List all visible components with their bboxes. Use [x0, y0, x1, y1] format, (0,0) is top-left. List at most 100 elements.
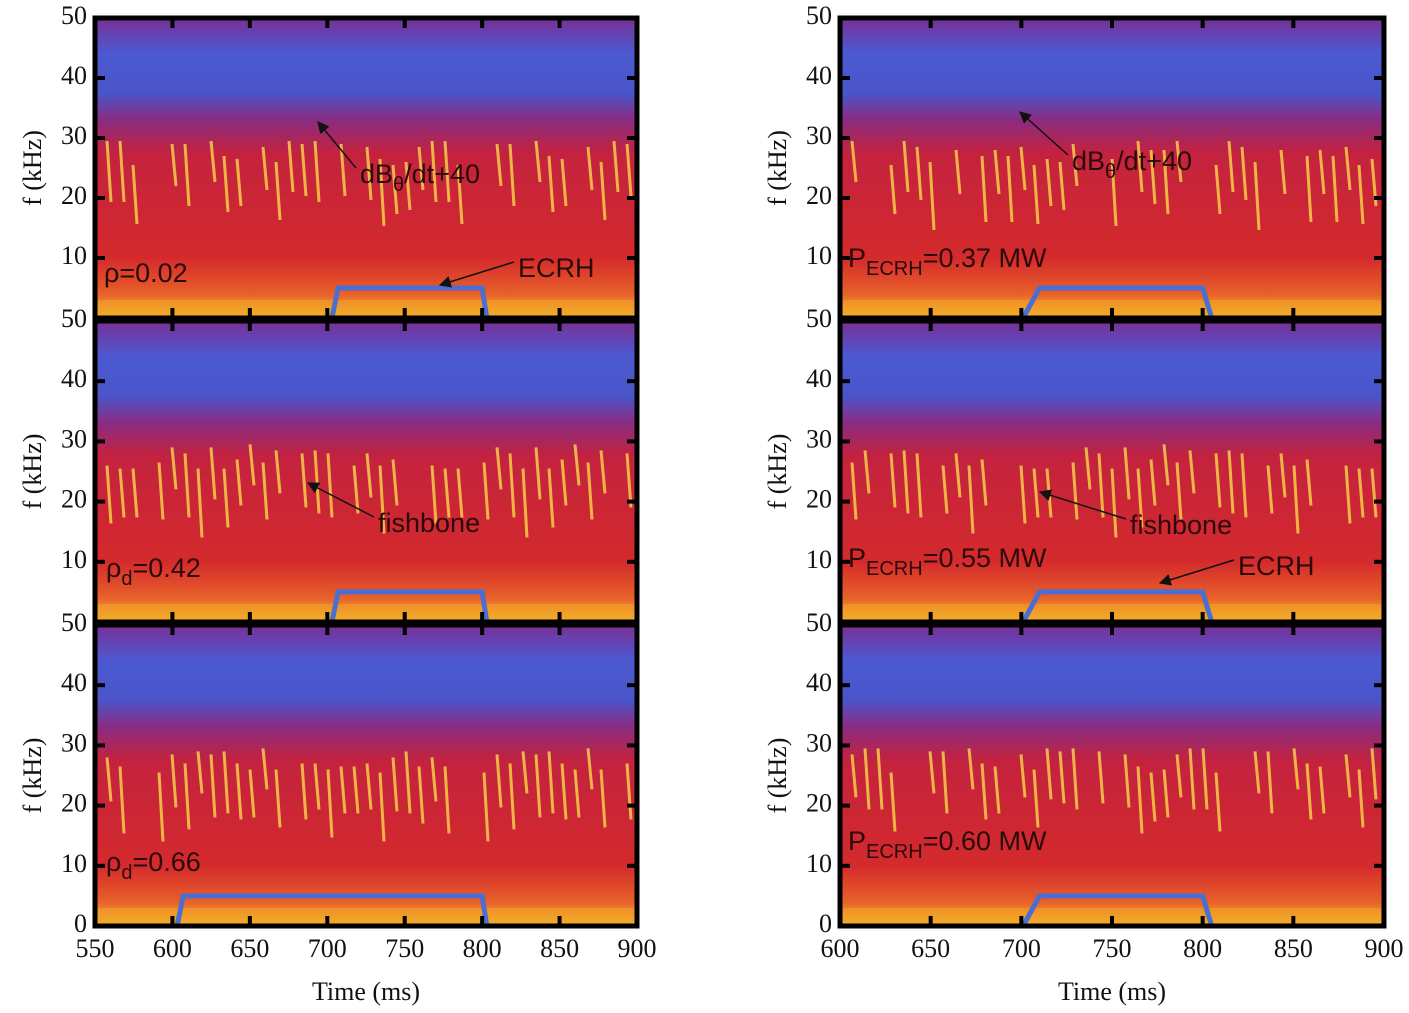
- fishbone-streak: [196, 751, 204, 794]
- fishbone-streak: [391, 459, 399, 506]
- annotation-text: /dt+40: [404, 159, 480, 189]
- annotation-text: =0.55 MW: [923, 543, 1047, 573]
- y-tick-label: 10: [61, 849, 87, 878]
- fishbone-streak: [456, 164, 464, 225]
- fishbone-streak: [118, 468, 126, 518]
- fishbone-streak: [1227, 140, 1235, 193]
- fishbone-streak: [183, 763, 191, 830]
- fishbone-streak: [430, 757, 438, 802]
- y-tick-label: 40: [806, 668, 832, 697]
- fishbone-streak: [1214, 772, 1222, 832]
- annotation-text: ρ=0.02: [104, 258, 188, 288]
- fishbone-streak: [209, 754, 217, 818]
- fishbone-streak: [365, 453, 373, 498]
- annotation-text: =0.66: [132, 847, 200, 877]
- fishbone-streak: [1279, 453, 1287, 498]
- y-tick-label: 40: [61, 668, 87, 697]
- fishbone-streak: [625, 143, 633, 197]
- fishbone-streak: [1305, 763, 1313, 820]
- annotation-text: =0.37 MW: [923, 243, 1047, 273]
- annotation-text: P: [848, 243, 866, 273]
- fishbone-streak: [417, 146, 425, 191]
- fishbone-streak: [1032, 164, 1040, 225]
- fishbone-streak: [300, 763, 308, 820]
- fishbone-streak: [980, 459, 988, 506]
- fishbone-streak: [261, 462, 269, 520]
- fishbone-streak: [1058, 751, 1066, 804]
- fishbone-streak: [863, 748, 871, 810]
- fishbone-streak: [521, 468, 529, 538]
- fishbone-streak: [508, 453, 516, 518]
- fishbone-streak: [1240, 146, 1248, 201]
- fishbone-streak: [560, 459, 568, 506]
- fishbone-streak: [1266, 751, 1274, 814]
- fishbone-streak: [889, 453, 897, 508]
- y-tick-label: 50: [806, 608, 832, 637]
- y-axis-label: f (kHz): [763, 434, 792, 510]
- fishbone-streak: [170, 447, 178, 490]
- spectrogram: [840, 625, 1384, 926]
- fishbone-streak: [850, 140, 858, 183]
- fishbone-streak: [508, 763, 516, 830]
- fishbone-streak: [222, 751, 230, 814]
- fishbone-streak: [1344, 465, 1352, 524]
- fishbone-streak: [1357, 468, 1365, 518]
- fishbone-streak: [1084, 447, 1092, 490]
- fishbone-streak: [404, 751, 412, 814]
- x-tick-label: 550: [76, 934, 115, 963]
- fishbone-streak: [547, 751, 555, 814]
- fishbone-streak: [1305, 459, 1313, 506]
- annotation-text: ECRH: [1238, 551, 1315, 581]
- panel: 0 10 20 30 40 50 600 650 700 750 800 850 900 f (kHz) T…: [763, 608, 1404, 1006]
- annotation: dBθ/dt+40: [360, 159, 480, 196]
- fishbone-streak: [928, 751, 936, 794]
- x-tick-label: 850: [1274, 934, 1313, 963]
- fishbone-streak: [261, 748, 269, 790]
- fishbone-streak: [1370, 748, 1378, 800]
- fishbone-streak: [1175, 754, 1183, 798]
- y-tick-label: 20: [61, 181, 87, 210]
- fishbone-streak: [1357, 164, 1365, 225]
- y-tick-label: 50: [61, 1, 87, 30]
- y-tick-label: 0: [819, 909, 832, 938]
- y-tick-label: 10: [61, 241, 87, 270]
- fishbone-streak: [196, 468, 204, 538]
- y-tick-label: 10: [806, 545, 832, 574]
- fishbone-streak: [547, 155, 555, 213]
- fishbone-streak: [586, 146, 594, 191]
- annotation-text: fishbone: [1130, 510, 1232, 540]
- annotation-subscript: ECRH: [866, 258, 923, 280]
- fishbone-streak: [625, 453, 633, 508]
- fishbone-streak: [902, 140, 910, 193]
- fishbone-streak: [1292, 748, 1300, 790]
- y-tick-label: 20: [806, 789, 832, 818]
- fishbone-streak: [1240, 453, 1248, 518]
- fishbone-streak: [1305, 155, 1313, 223]
- y-axis-label: f (kHz): [763, 738, 792, 814]
- annotation-arrow: [317, 121, 357, 169]
- annotation-text: P: [848, 826, 866, 856]
- fishbone-streak: [209, 140, 217, 183]
- annotation-arrow: [1019, 111, 1069, 156]
- y-tick-label: 40: [61, 364, 87, 393]
- fishbone-streak: [1032, 468, 1040, 518]
- fishbone-streak: [941, 751, 949, 814]
- fishbone-streak: [235, 763, 243, 820]
- annotation-text: ρ: [106, 553, 121, 583]
- fishbone-streak: [1136, 766, 1144, 834]
- y-axis-label: f (kHz): [18, 130, 47, 206]
- plot-frame: [92, 318, 640, 625]
- fishbone-streak: [612, 140, 620, 193]
- annotation-text: ρ: [106, 847, 121, 877]
- y-tick-label: 40: [806, 61, 832, 90]
- y-tick-label: 10: [61, 545, 87, 574]
- fishbone-streak: [313, 450, 321, 514]
- fishbone-streak: [1097, 751, 1105, 804]
- annotation: ρd=0.66: [106, 847, 201, 884]
- annotation: fishbone: [1130, 510, 1232, 540]
- fishbone-streak: [105, 140, 113, 203]
- fishbone-streak: [1162, 444, 1170, 486]
- fishbone-streak: [339, 766, 347, 814]
- fishbone-streak: [1019, 465, 1027, 524]
- x-tick-label: 650: [230, 934, 269, 963]
